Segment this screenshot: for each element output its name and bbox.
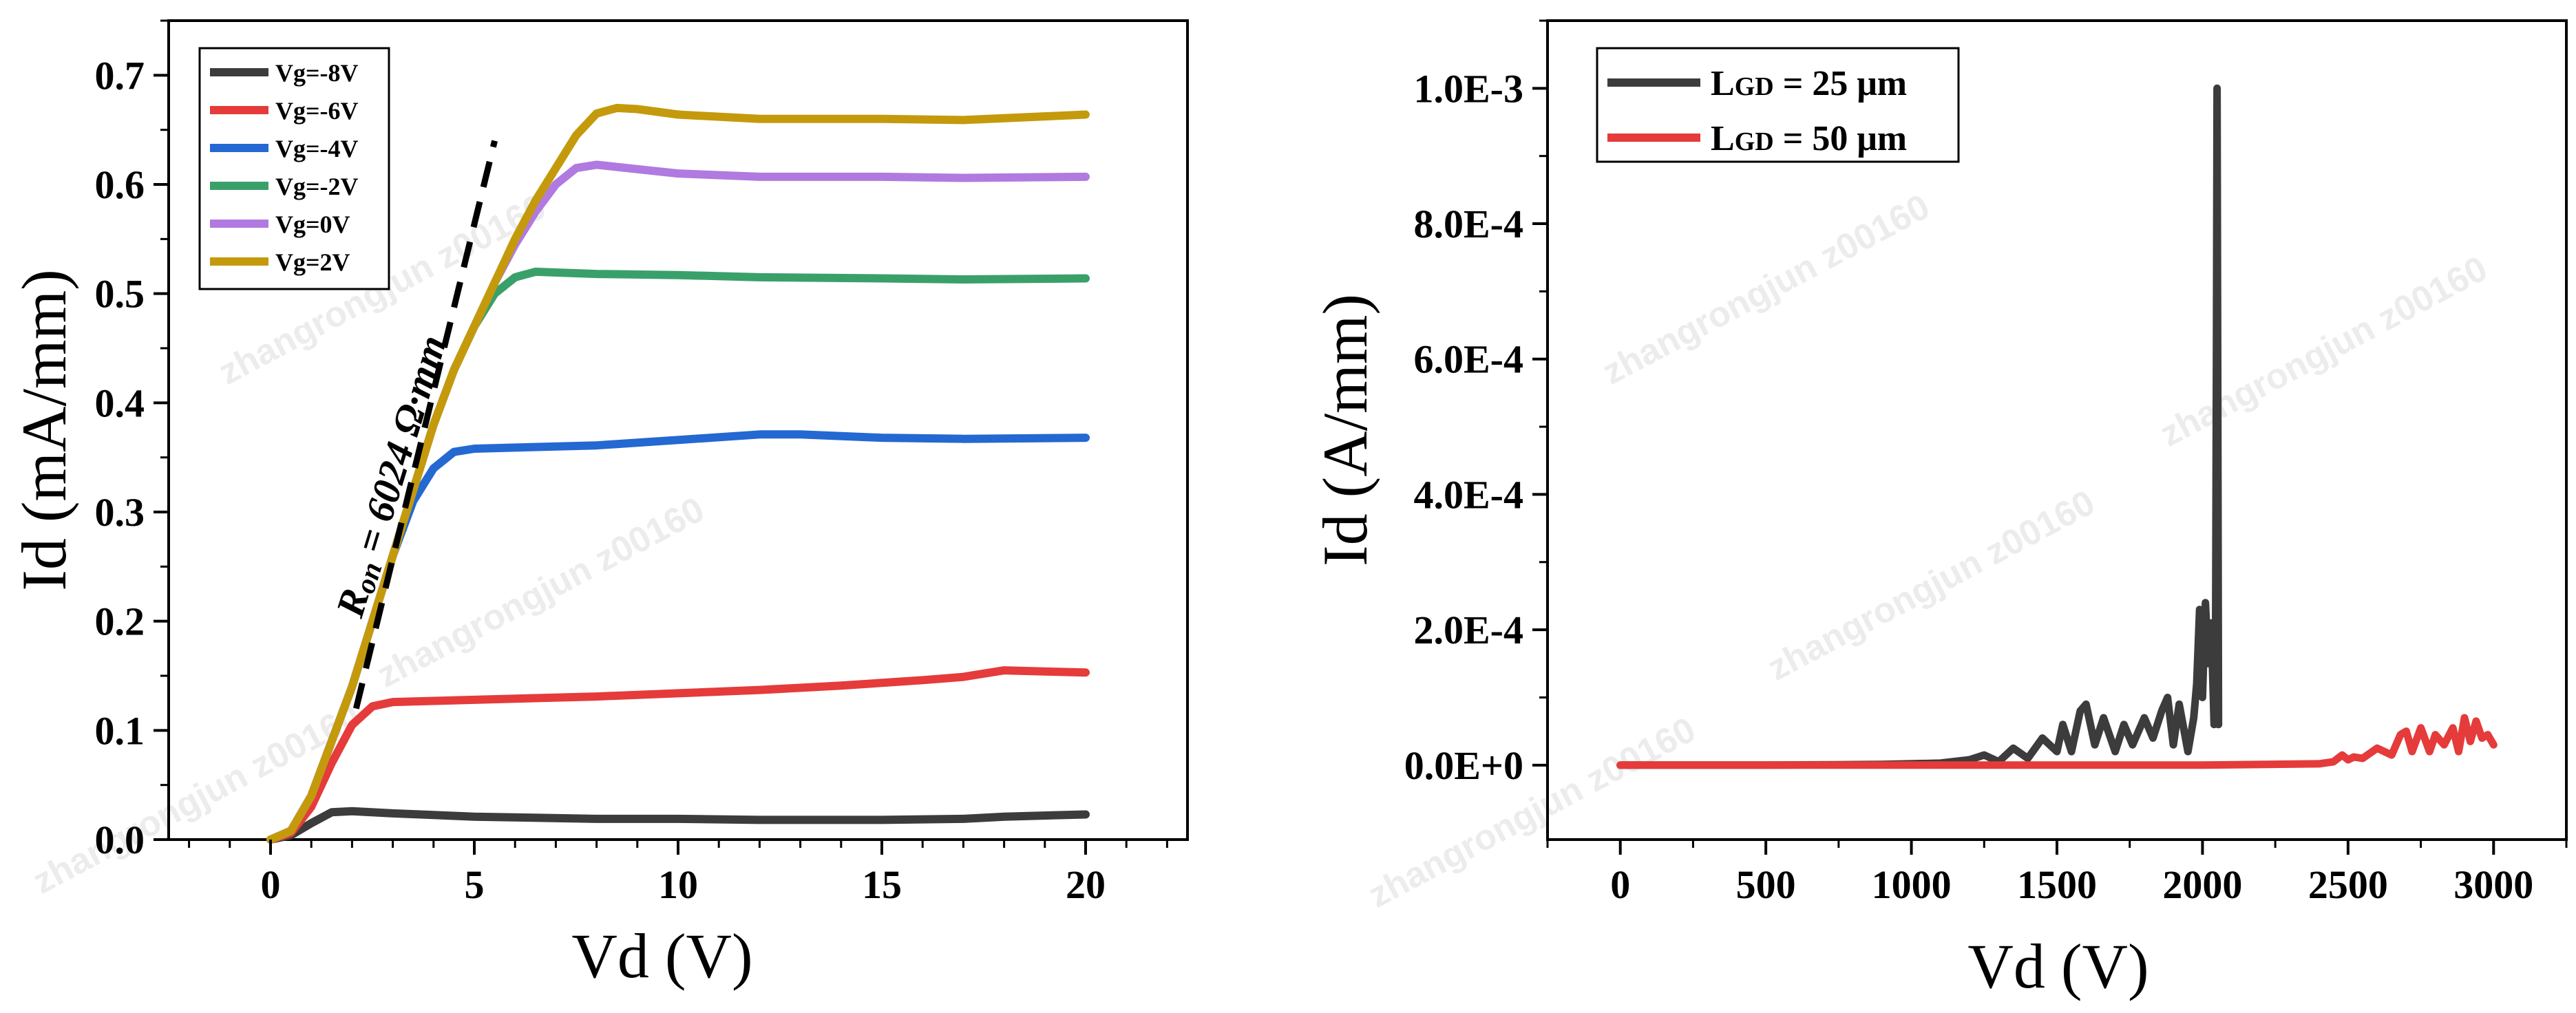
y-tick-label: 8.0E-4 — [1414, 202, 1524, 246]
legend: Vg=-8V Vg=-6V Vg=-4V Vg=-2V Vg=0V Vg=2V — [198, 47, 390, 290]
x-tick-label: 0 — [261, 862, 281, 907]
breakdown-chart: 0 500 1000 1500 2000 2500 3000 0.0E+0 2.0E-4 4.0E… — [1310, 19, 2568, 1001]
ron-annotation: Ron = 6024 Ω·mm — [327, 330, 457, 623]
series-line-0 — [1616, 84, 2223, 769]
y-tick-label: 0.4 — [95, 381, 145, 425]
legend-label-main: L — [1711, 119, 1735, 158]
ron-fit-line — [352, 140, 498, 710]
legend-label-main: L — [1711, 64, 1735, 103]
legend-label-sub: GD — [1735, 127, 1774, 156]
watermark: zhangrongjun z00160 — [2153, 248, 2493, 454]
legend-label-rest: = 25 μm — [1774, 64, 1907, 103]
x-tick-label: 15 — [862, 862, 902, 907]
watermark: zhangrongjun z00160 — [1596, 186, 1936, 392]
legend-label-sub: GD — [1735, 72, 1774, 101]
watermark: zhangrongjun z00160 — [1761, 482, 2101, 688]
legend-label: Vg=2V — [275, 248, 350, 276]
series-line-1 — [266, 666, 1090, 844]
legend-frame — [1596, 47, 1960, 163]
legend-label: Vg=-6V — [275, 97, 359, 125]
y-tick-label: 0.0 — [95, 818, 145, 862]
x-tick-label: 1000 — [1872, 862, 1952, 907]
legend-label: Vg=-8V — [275, 59, 359, 87]
legend-label-rest: = 50 μm — [1774, 119, 1907, 158]
x-axis-label: Vd (V) — [1967, 931, 2149, 1001]
legend-label: Vg=0V — [275, 211, 350, 238]
legend-label: Vg=-4V — [275, 135, 359, 162]
y-tick-label: 1.0E-3 — [1414, 66, 1524, 111]
watermark: zhangrongjun z00160 — [1362, 710, 1702, 915]
y-axis-label: Id (A/mm) — [1310, 294, 1380, 566]
y-tick-label: 0.6 — [95, 162, 145, 207]
y-tick-label: 0.5 — [95, 272, 145, 317]
legend-label: LGD = 25 μm — [1711, 64, 1907, 103]
x-tick-label: 2000 — [2162, 862, 2242, 907]
x-tick-label: 10 — [658, 862, 698, 907]
x-tick-label: 500 — [1736, 862, 1796, 907]
series-line-5 — [266, 103, 1090, 844]
x-tick-label: 0 — [1610, 862, 1630, 907]
y-tick-label: 0.3 — [95, 490, 145, 535]
x-tick-label: 3000 — [2453, 862, 2533, 907]
y-tick-label: 6.0E-4 — [1414, 337, 1524, 382]
y-tick-label: 0.2 — [95, 599, 145, 644]
y-tick-label: 0.1 — [95, 708, 145, 753]
series-line-1 — [1616, 714, 2498, 769]
watermark: zhangrongjun z00160 — [370, 489, 710, 695]
y-tick-label: 0.0E+0 — [1404, 743, 1523, 788]
y-axis-label: Id (mA/mm) — [9, 269, 79, 591]
x-tick-label: 5 — [465, 862, 485, 907]
output-characteristics-chart: 0 5 10 15 20 0.0 0.1 0.2 0.3 0.4 0.5 0.6 0.7 Ron = 6… — [9, 19, 1189, 991]
legend-frame — [198, 47, 390, 290]
x-tick-label: 20 — [1066, 862, 1106, 907]
x-tick-label: 2500 — [2308, 862, 2388, 907]
legend-label: LGD = 50 μm — [1711, 119, 1907, 158]
legend-label: Vg=-2V — [275, 173, 359, 200]
x-axis-label: Vd (V) — [571, 921, 752, 991]
y-tick-label: 4.0E-4 — [1414, 472, 1524, 517]
y-tick-label: 2.0E-4 — [1414, 608, 1524, 652]
x-tick-label: 1500 — [2017, 862, 2097, 907]
y-tick-label: 0.7 — [95, 53, 145, 98]
series-line-0 — [266, 807, 1090, 844]
